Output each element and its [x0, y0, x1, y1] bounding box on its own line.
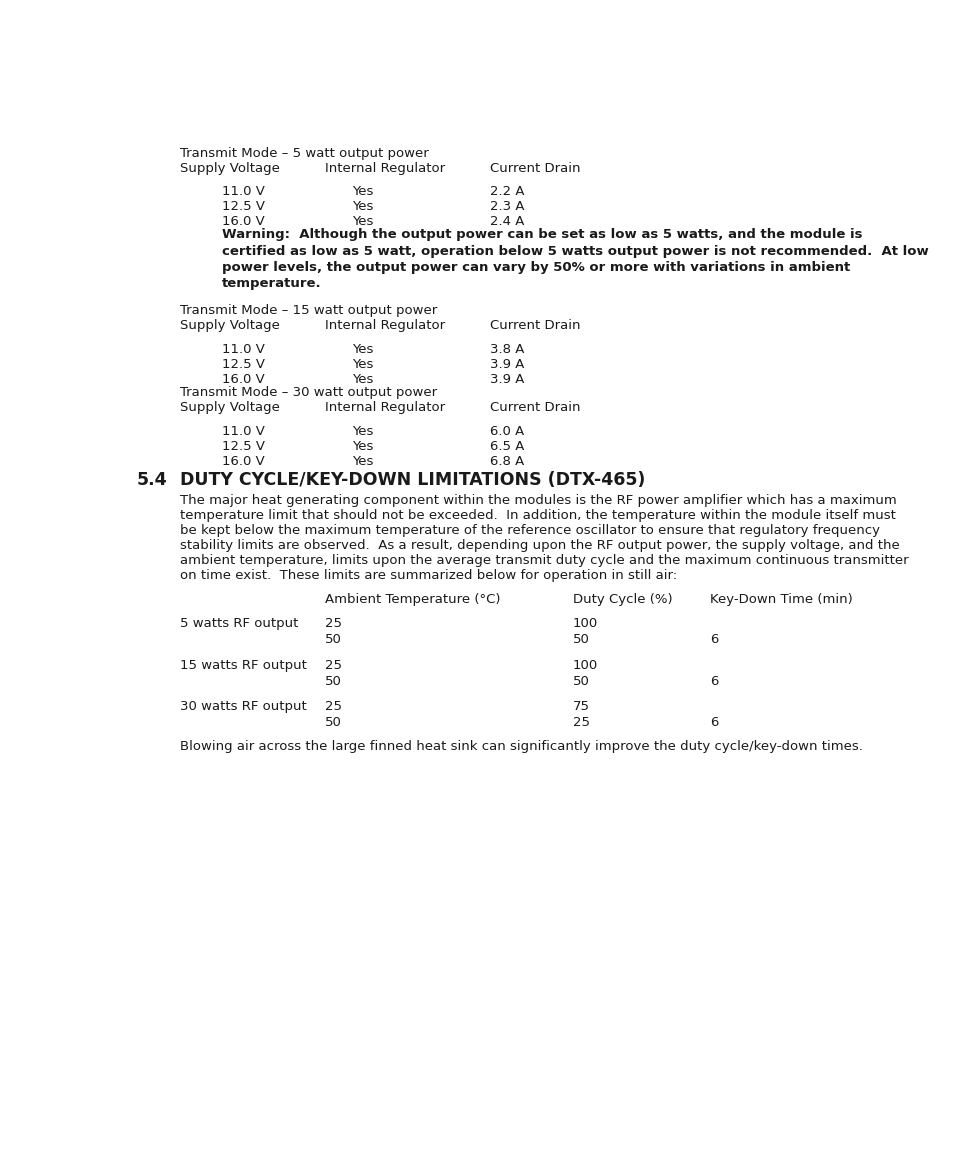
- Text: Transmit Mode – 30 watt output power: Transmit Mode – 30 watt output power: [180, 387, 436, 400]
- Text: 3.9 A: 3.9 A: [490, 373, 524, 386]
- Text: certified as low as 5 watt, operation below 5 watts output power is not recommen: certified as low as 5 watt, operation be…: [223, 244, 929, 258]
- Text: Current Drain: Current Drain: [490, 402, 580, 415]
- Text: Yes: Yes: [352, 343, 373, 356]
- Text: 11.0 V: 11.0 V: [223, 343, 265, 356]
- Text: Yes: Yes: [352, 358, 373, 371]
- Text: 5.4: 5.4: [137, 471, 167, 489]
- Text: be kept below the maximum temperature of the reference oscillator to ensure that: be kept below the maximum temperature of…: [180, 523, 880, 536]
- Text: on time exist.  These limits are summarized below for operation in still air:: on time exist. These limits are summariz…: [180, 569, 677, 581]
- Text: Supply Voltage: Supply Voltage: [180, 402, 280, 415]
- Text: 100: 100: [573, 617, 598, 630]
- Text: Current Drain: Current Drain: [490, 320, 580, 332]
- Text: 2.3 A: 2.3 A: [490, 200, 524, 213]
- Text: Yes: Yes: [352, 215, 373, 228]
- Text: 6: 6: [711, 716, 719, 728]
- Text: temperature.: temperature.: [223, 277, 322, 290]
- Text: 5 watts RF output: 5 watts RF output: [180, 617, 298, 630]
- Text: Yes: Yes: [352, 185, 373, 198]
- Text: Supply Voltage: Supply Voltage: [180, 320, 280, 332]
- Text: Duty Cycle (%): Duty Cycle (%): [573, 593, 673, 607]
- Text: DUTY CYCLE/KEY-DOWN LIMITATIONS (DTX-465): DUTY CYCLE/KEY-DOWN LIMITATIONS (DTX-465…: [180, 471, 645, 489]
- Text: 16.0 V: 16.0 V: [223, 373, 265, 386]
- Text: 6.5 A: 6.5 A: [490, 440, 524, 453]
- Text: 25: 25: [573, 716, 590, 728]
- Text: 15 watts RF output: 15 watts RF output: [180, 659, 306, 672]
- Text: Internal Regulator: Internal Regulator: [325, 402, 444, 415]
- Text: 50: 50: [325, 633, 341, 646]
- Text: Transmit Mode – 15 watt output power: Transmit Mode – 15 watt output power: [180, 305, 436, 317]
- Text: 16.0 V: 16.0 V: [223, 455, 265, 468]
- Text: 12.5 V: 12.5 V: [223, 200, 265, 213]
- Text: Yes: Yes: [352, 425, 373, 438]
- Text: The major heat generating component within the modules is the RF power amplifier: The major heat generating component with…: [180, 493, 896, 506]
- Text: 25: 25: [325, 701, 341, 713]
- Text: Current Drain: Current Drain: [490, 162, 580, 175]
- Text: ambient temperature, limits upon the average transmit duty cycle and the maximum: ambient temperature, limits upon the ave…: [180, 554, 908, 566]
- Text: Yes: Yes: [352, 373, 373, 386]
- Text: 3.9 A: 3.9 A: [490, 358, 524, 371]
- Text: 25: 25: [325, 617, 341, 630]
- Text: Warning:  Although the output power can be set as low as 5 watts, and the module: Warning: Although the output power can b…: [223, 228, 863, 242]
- Text: 2.4 A: 2.4 A: [490, 215, 524, 228]
- Text: 2.2 A: 2.2 A: [490, 185, 524, 198]
- Text: 12.5 V: 12.5 V: [223, 440, 265, 453]
- Text: 6.0 A: 6.0 A: [490, 425, 524, 438]
- Text: Yes: Yes: [352, 200, 373, 213]
- Text: Yes: Yes: [352, 440, 373, 453]
- Text: 6.8 A: 6.8 A: [490, 455, 524, 468]
- Text: 11.0 V: 11.0 V: [223, 185, 265, 198]
- Text: Key-Down Time (min): Key-Down Time (min): [711, 593, 853, 607]
- Text: temperature limit that should not be exceeded.  In addition, the temperature wit: temperature limit that should not be exc…: [180, 508, 895, 521]
- Text: 6: 6: [711, 675, 719, 688]
- Text: 50: 50: [573, 675, 589, 688]
- Text: Transmit Mode – 5 watt output power: Transmit Mode – 5 watt output power: [180, 147, 429, 160]
- Text: 100: 100: [573, 659, 598, 672]
- Text: 75: 75: [573, 701, 590, 713]
- Text: stability limits are observed.  As a result, depending upon the RF output power,: stability limits are observed. As a resu…: [180, 538, 899, 551]
- Text: 50: 50: [325, 675, 341, 688]
- Text: 16.0 V: 16.0 V: [223, 215, 265, 228]
- Text: 3.8 A: 3.8 A: [490, 343, 524, 356]
- Text: Blowing air across the large finned heat sink can significantly improve the duty: Blowing air across the large finned heat…: [180, 740, 862, 753]
- Text: Ambient Temperature (°C): Ambient Temperature (°C): [325, 593, 500, 607]
- Text: power levels, the output power can vary by 50% or more with variations in ambien: power levels, the output power can vary …: [223, 261, 850, 273]
- Text: Internal Regulator: Internal Regulator: [325, 162, 444, 175]
- Text: 6: 6: [711, 633, 719, 646]
- Text: 30 watts RF output: 30 watts RF output: [180, 701, 306, 713]
- Text: 12.5 V: 12.5 V: [223, 358, 265, 371]
- Text: 11.0 V: 11.0 V: [223, 425, 265, 438]
- Text: 25: 25: [325, 659, 341, 672]
- Text: 50: 50: [573, 633, 589, 646]
- Text: 50: 50: [325, 716, 341, 728]
- Text: Internal Regulator: Internal Regulator: [325, 320, 444, 332]
- Text: Supply Voltage: Supply Voltage: [180, 162, 280, 175]
- Text: Yes: Yes: [352, 455, 373, 468]
